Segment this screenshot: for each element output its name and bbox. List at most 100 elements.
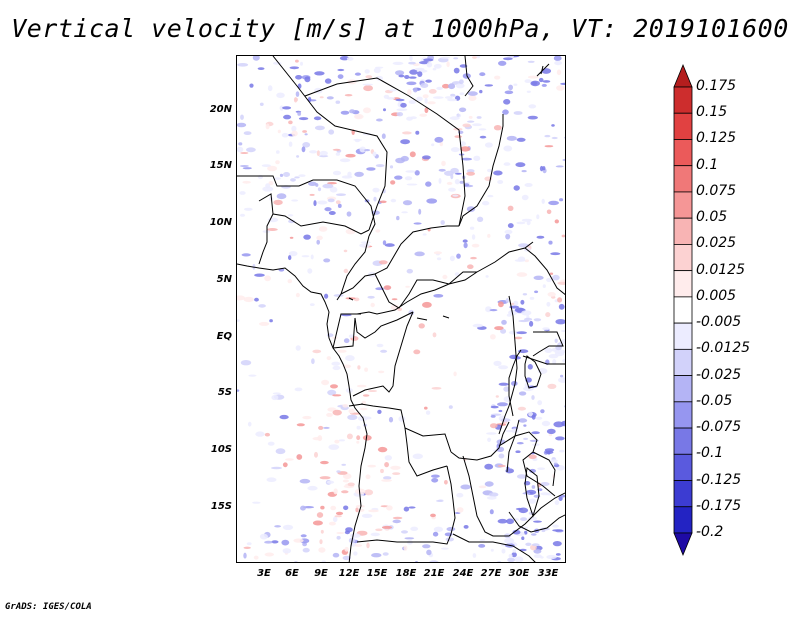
velocity-blob: [564, 405, 565, 408]
velocity-blob: [428, 89, 437, 94]
velocity-blob: [243, 296, 254, 303]
lon-label: 33E: [537, 568, 559, 579]
velocity-blob: [328, 444, 340, 450]
velocity-blob: [303, 234, 311, 240]
velocity-blob: [431, 478, 439, 483]
velocity-blob: [533, 520, 542, 523]
velocity-blob: [547, 451, 551, 455]
velocity-blob: [548, 200, 559, 206]
velocity-blob: [486, 432, 497, 435]
velocity-blob: [397, 307, 403, 312]
velocity-blob: [560, 330, 565, 332]
velocity-blob: [383, 94, 390, 99]
velocity-blob: [368, 509, 379, 513]
velocity-blob: [265, 183, 271, 189]
velocity-blob: [321, 379, 330, 386]
velocity-blob: [299, 478, 311, 484]
velocity-blob: [446, 527, 456, 532]
velocity-blob: [508, 554, 513, 558]
velocity-blob: [426, 198, 438, 204]
velocity-blob: [530, 80, 540, 87]
velocity-blob: [448, 83, 456, 90]
velocity-blob: [501, 548, 506, 554]
footer-credit: GrADS: IGES/COLA: [5, 602, 92, 612]
colorbar-segment: [673, 348, 693, 376]
lon-label: 27E: [480, 568, 502, 579]
velocity-blob: [332, 552, 340, 558]
velocity-blob: [524, 317, 533, 321]
velocity-blob: [246, 542, 252, 546]
velocity-blob: [300, 61, 303, 66]
velocity-blob: [372, 151, 377, 157]
velocity-blob: [353, 551, 358, 556]
velocity-blob: [271, 540, 279, 544]
velocity-blob: [440, 220, 445, 225]
velocity-blob: [459, 92, 465, 96]
velocity-blob: [364, 367, 368, 372]
velocity-blob: [347, 171, 352, 177]
velocity-blob: [546, 209, 552, 215]
velocity-blob: [363, 85, 373, 92]
velocity-blob: [272, 61, 282, 65]
velocity-blob: [449, 116, 460, 121]
velocity-blob: [468, 95, 477, 101]
velocity-blob: [269, 319, 273, 323]
velocity-blob: [327, 198, 335, 203]
colorbar-level-label: 0.125: [696, 130, 737, 147]
velocity-blob: [524, 79, 532, 83]
velocity-blob: [255, 431, 265, 437]
velocity-blob: [546, 277, 552, 283]
velocity-blob: [378, 260, 388, 265]
velocity-blob: [264, 540, 273, 544]
colorbar-segment: [673, 506, 693, 534]
velocity-blob: [301, 146, 306, 153]
velocity-field: [237, 56, 565, 562]
velocity-blob: [319, 150, 328, 156]
velocity-blob: [295, 75, 303, 80]
velocity-blob: [529, 296, 535, 300]
velocity-blob: [313, 200, 317, 207]
lat-label: 15S: [210, 501, 232, 512]
velocity-blob: [449, 255, 455, 262]
velocity-blob: [326, 480, 335, 484]
velocity-blob: [302, 415, 312, 420]
velocity-blob: [453, 57, 459, 60]
velocity-blob: [403, 545, 408, 551]
velocity-blob: [523, 424, 527, 427]
velocity-blob: [417, 71, 423, 77]
velocity-blob: [467, 91, 478, 96]
lon-label: 12E: [338, 568, 360, 579]
velocity-blob: [279, 414, 289, 420]
velocity-blob: [354, 113, 364, 120]
map-plot: [237, 56, 565, 562]
velocity-blob: [546, 301, 551, 307]
velocity-blob: [243, 131, 252, 135]
velocity-blob: [533, 275, 544, 280]
velocity-blob: [503, 162, 511, 166]
velocity-blob: [524, 183, 533, 187]
velocity-blob: [409, 56, 413, 61]
velocity-blob: [252, 56, 260, 61]
velocity-blob: [495, 395, 499, 398]
velocity-blob: [313, 116, 322, 121]
velocity-blob: [243, 546, 251, 549]
velocity-blob: [320, 529, 324, 534]
velocity-blob: [450, 93, 456, 97]
velocity-blob: [521, 194, 529, 201]
velocity-blob: [462, 239, 468, 243]
velocity-blob: [367, 390, 378, 392]
velocity-blob: [434, 136, 444, 143]
velocity-blob: [333, 488, 338, 495]
velocity-blob: [384, 243, 395, 247]
velocity-blob: [334, 515, 342, 518]
velocity-blob: [375, 75, 383, 81]
velocity-blob: [400, 102, 407, 108]
velocity-blob: [493, 125, 502, 131]
velocity-blob: [406, 81, 417, 86]
velocity-blob: [497, 402, 508, 407]
velocity-blob: [310, 254, 314, 260]
velocity-blob: [332, 148, 341, 151]
velocity-blob: [520, 517, 528, 521]
velocity-blob: [318, 226, 328, 232]
velocity-blob: [415, 130, 420, 135]
